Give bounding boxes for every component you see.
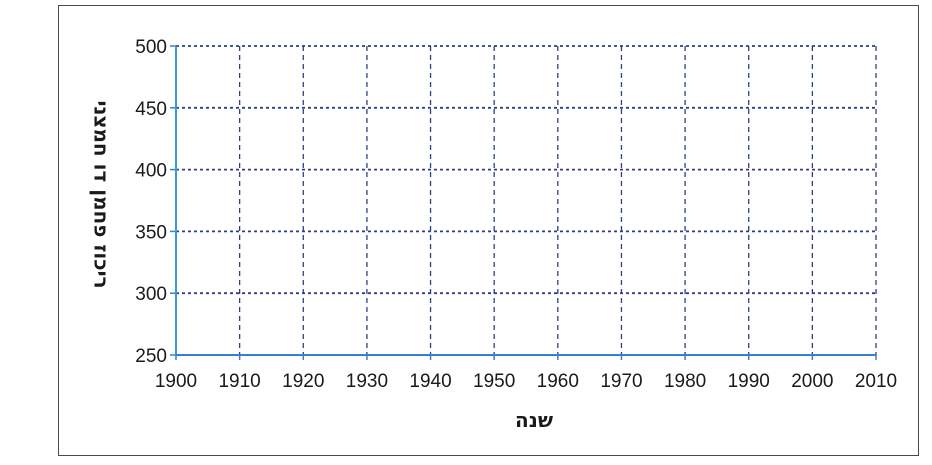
y-tick-label: 450 — [135, 99, 167, 120]
x-tick-label: 2010 — [855, 371, 897, 392]
label-layer: 250 300 350 400 450 500 1900 1910 1920 1930 1940 19… — [135, 37, 897, 392]
axis-layer — [170, 45, 877, 360]
x-tick-label: 1970 — [600, 371, 642, 392]
x-tick-label: 1960 — [537, 371, 579, 392]
chart-frame — [58, 5, 919, 456]
x-tick-label: 1900 — [155, 371, 197, 392]
x-tick-label: 1980 — [664, 371, 706, 392]
y-tick-label: 250 — [135, 346, 167, 367]
y-tick-label: 500 — [135, 37, 167, 58]
x-tick-label: 2000 — [791, 371, 833, 392]
y-tick-label: 300 — [135, 284, 167, 305]
grid-layer — [176, 45, 877, 355]
x-tick-label: 1940 — [409, 371, 451, 392]
x-tick-label: 1910 — [218, 371, 260, 392]
x-tick-label: 1920 — [282, 371, 324, 392]
x-axis-title: שנה — [515, 408, 553, 432]
y-tick-label: 400 — [135, 161, 167, 182]
y-tick-label: 350 — [135, 222, 167, 243]
x-tick-label: 1930 — [346, 371, 388, 392]
x-tick-label: 1990 — [728, 371, 770, 392]
y-axis-title: ריכוז פחמן דו חמצני — [90, 100, 114, 288]
x-tick-label: 1950 — [473, 371, 515, 392]
